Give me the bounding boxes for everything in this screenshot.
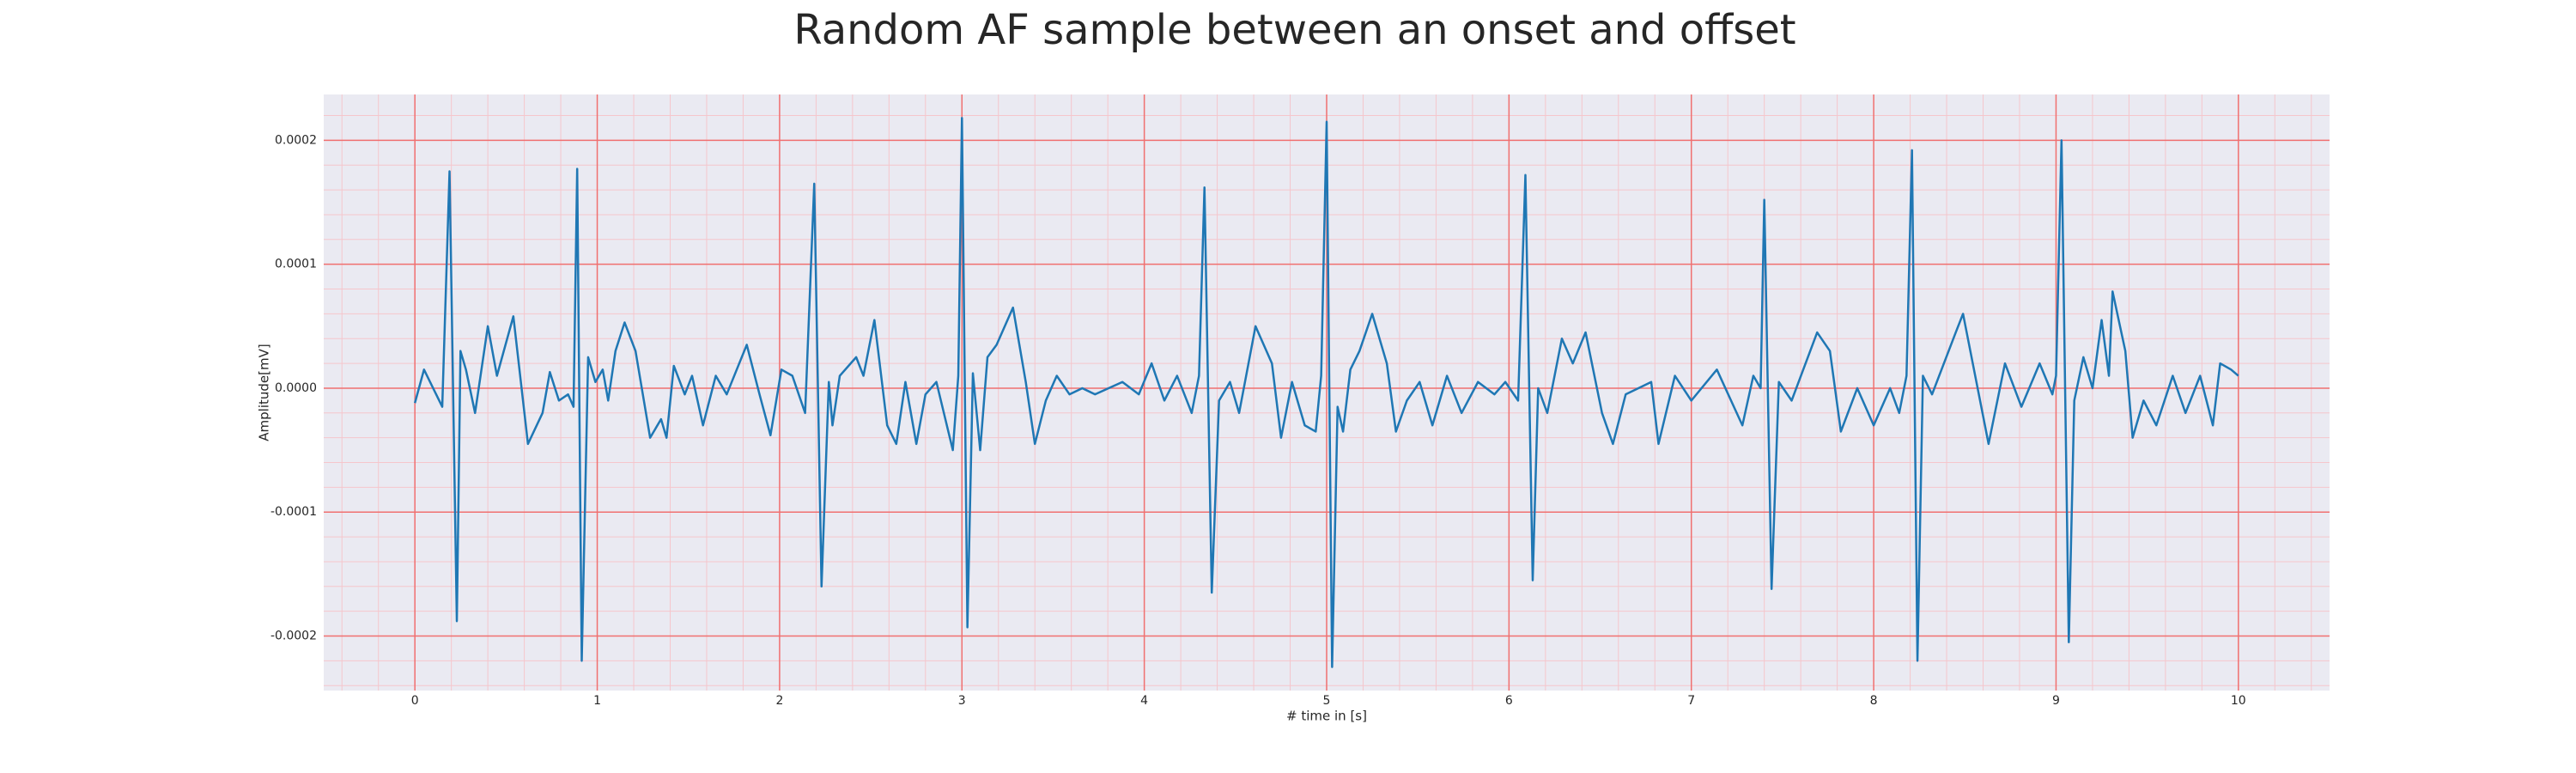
y-tick-label: 0.0001	[275, 258, 317, 271]
x-tick-label: 6	[1505, 694, 1513, 708]
x-tick-label: 1	[593, 694, 601, 708]
y-tick-label: -0.0002	[270, 630, 317, 643]
y-axis-label: Amplitude[mV]	[257, 344, 272, 441]
x-tick-label: 9	[2052, 694, 2060, 708]
y-tick-label: 0.0002	[275, 133, 317, 147]
y-tick-label: -0.0001	[270, 505, 317, 519]
signal-line	[413, 117, 2239, 668]
x-axis-label: # time in [s]	[1286, 709, 1367, 724]
x-tick-label: 4	[1140, 694, 1148, 708]
x-tick-label: 2	[775, 694, 783, 708]
x-tick-label: 7	[1687, 694, 1695, 708]
x-tick-label: 8	[1870, 694, 1878, 708]
x-tick-label: 3	[958, 694, 966, 708]
x-tick-label: 5	[1323, 694, 1331, 708]
x-tick-label: 0	[411, 694, 419, 708]
x-tick-label: 10	[2231, 694, 2246, 708]
y-tick-label: 0.0000	[275, 381, 317, 395]
chart-title: Random AF sample between an onset and of…	[793, 6, 1795, 54]
